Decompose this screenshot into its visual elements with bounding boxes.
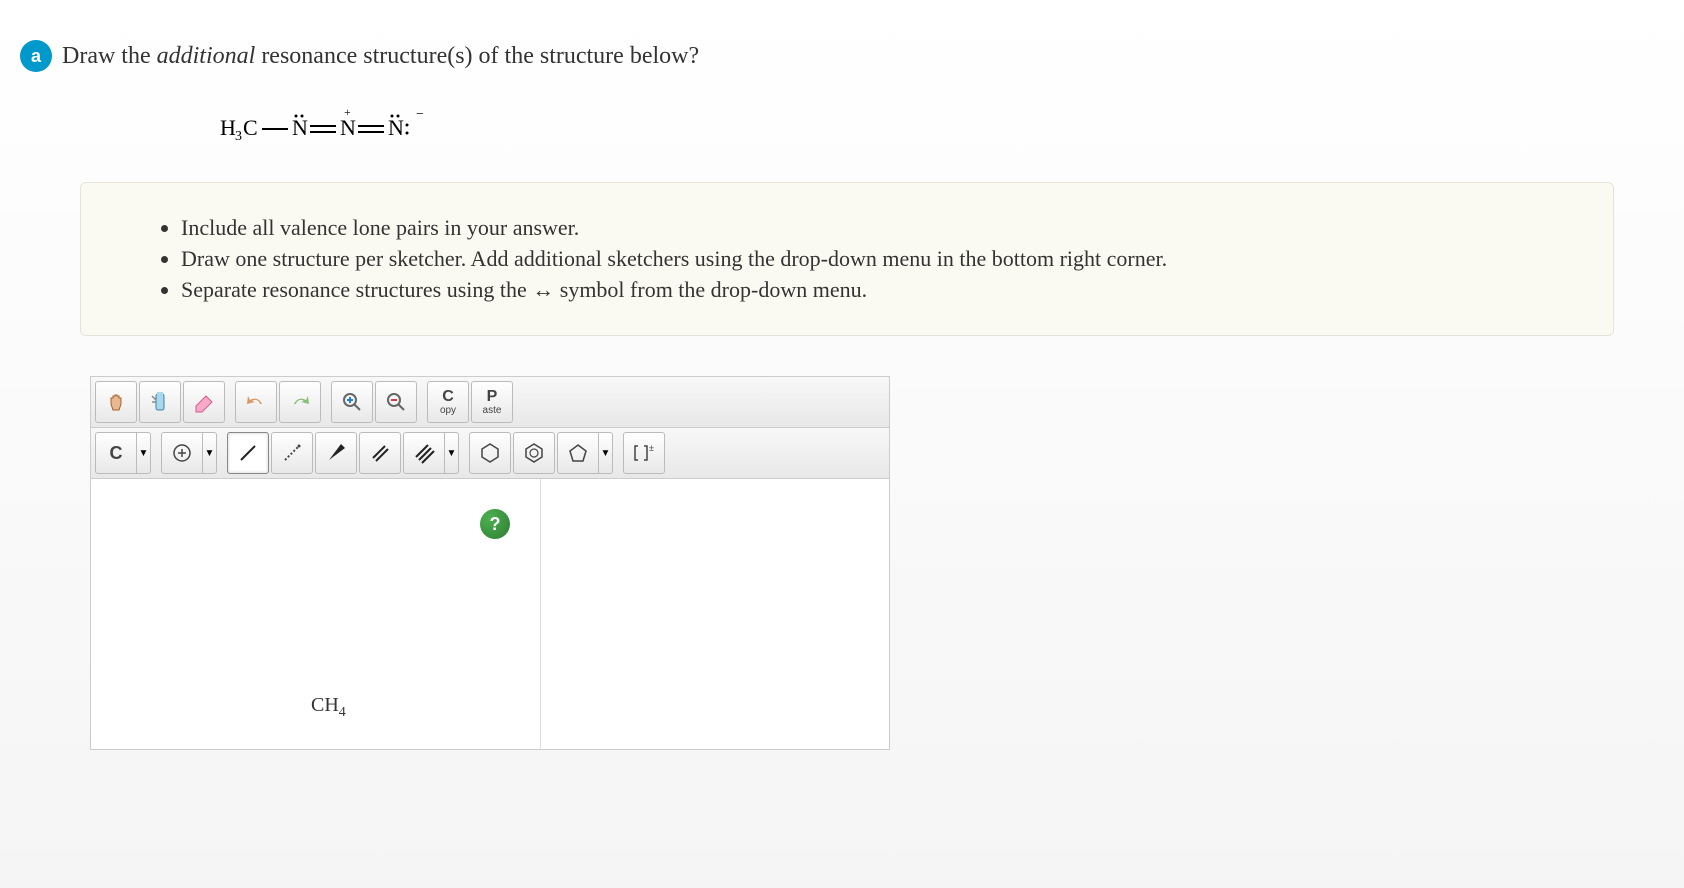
element-picker-dropdown[interactable]: ▼ [137, 432, 151, 474]
bond-dropdown[interactable]: ▼ [445, 432, 459, 474]
svg-text:H: H [220, 115, 236, 140]
svg-text:±: ± [649, 443, 654, 453]
question-header: a Draw the additional resonance structur… [20, 40, 1664, 72]
sketcher-canvas[interactable]: ? CH4 [91, 479, 541, 749]
dotted-bond-button[interactable] [271, 432, 313, 474]
wedge-bond-button[interactable] [315, 432, 357, 474]
eraser-tool-button[interactable] [183, 381, 225, 423]
element-picker-button[interactable]: C [95, 432, 137, 474]
question-container: a Draw the additional resonance structur… [0, 0, 1684, 750]
charge-tool-button[interactable] [161, 432, 203, 474]
triple-bond-button[interactable] [403, 432, 445, 474]
benzene-ring-button[interactable] [513, 432, 555, 474]
svg-text:N: N [292, 115, 308, 140]
instructions-panel: Include all valence lone pairs in your a… [80, 182, 1614, 336]
copy-label-top: C [442, 389, 454, 405]
paste-label-bottom: aste [483, 405, 502, 416]
svg-text:−: − [416, 107, 424, 122]
chemical-structure-formula: H 3 C N + N N − [220, 102, 1664, 142]
instruction-item: Draw one structure per sketcher. Add add… [181, 244, 1573, 275]
copy-button[interactable]: C opy [427, 381, 469, 423]
single-bond-button[interactable] [227, 432, 269, 474]
instructions-list: Include all valence lone pairs in your a… [121, 213, 1573, 305]
zoom-out-button[interactable] [375, 381, 417, 423]
clear-tool-button[interactable] [139, 381, 181, 423]
copy-label-bottom: opy [440, 405, 456, 416]
paste-label-top: P [487, 389, 498, 405]
svg-text:3: 3 [235, 129, 242, 144]
svg-text:N: N [340, 115, 356, 140]
double-bond-button[interactable] [359, 432, 401, 474]
instruction-item: Separate resonance structures using the … [181, 275, 1573, 306]
toolbar-row-1: C opy P aste [91, 377, 889, 428]
ring-dropdown[interactable]: ▼ [599, 432, 613, 474]
help-button[interactable]: ? [480, 509, 510, 539]
sketcher-widget: C opy P aste C ▼ ▼ [90, 376, 890, 750]
toolbar-row-2: C ▼ ▼ [91, 428, 889, 479]
question-text: Draw the additional resonance structure(… [62, 43, 699, 70]
svg-text:N: N [388, 115, 404, 140]
pentagon-ring-button[interactable] [557, 432, 599, 474]
zoom-in-button[interactable] [331, 381, 373, 423]
part-badge: a [20, 40, 52, 72]
redo-button[interactable] [279, 381, 321, 423]
bracket-charge-button[interactable]: ± [623, 432, 665, 474]
paste-button[interactable]: P aste [471, 381, 513, 423]
hexagon-ring-button[interactable] [469, 432, 511, 474]
instruction-item: Include all valence lone pairs in your a… [181, 213, 1573, 244]
canvas-molecule-label: CH4 [311, 694, 346, 721]
move-tool-button[interactable] [95, 381, 137, 423]
svg-text:C: C [243, 115, 258, 140]
undo-button[interactable] [235, 381, 277, 423]
charge-tool-dropdown[interactable]: ▼ [203, 432, 217, 474]
